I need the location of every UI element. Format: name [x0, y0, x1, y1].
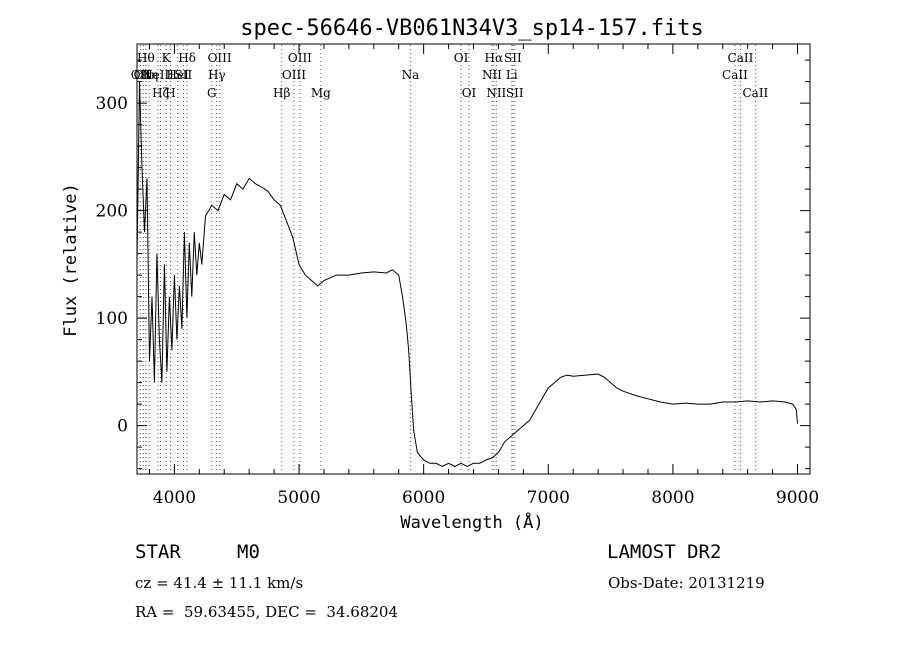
line-label-21-0: NII: [482, 68, 502, 82]
line-label-4-0: NeIII: [142, 68, 174, 82]
line-label-27-0: CaII: [722, 68, 748, 82]
line-label-5-0: Hζ: [152, 86, 169, 100]
x-axis: 4000 5000 6000 7000 8000 9000: [148, 44, 819, 508]
line-label-22-0: Hα: [485, 51, 504, 65]
coordinates: RA = 59.63455, DEC = 34.68204: [135, 603, 399, 621]
line-label-12-0: Hγ: [208, 68, 226, 82]
x-tick-label-4000: 4000: [153, 488, 196, 508]
x-tick-label-8000: 8000: [651, 488, 694, 508]
spectrum-series-line: [136, 81, 798, 468]
line-label-14-0: Hβ: [273, 86, 290, 100]
line-label-25-0: SII: [504, 51, 522, 65]
emission-line-labels: OIIOIIHθHηNeIIIHζKHHeISIIHδGHγOIIIHβOIII…: [131, 51, 769, 100]
line-label-2-0: Hθ: [137, 51, 155, 65]
line-label-6-0: K: [162, 51, 172, 65]
y-axis-label: Flux (relative): [61, 183, 81, 337]
x-tick-label-9000: 9000: [776, 488, 819, 508]
survey-name: LAMOST DR2: [607, 541, 722, 563]
line-label-3-0: Hη: [140, 68, 158, 82]
line-label-17-0: Mg: [311, 86, 331, 100]
line-label-24-0: Li: [506, 68, 518, 82]
line-label-13-0: OIII: [208, 51, 232, 65]
line-label-18-0: Na: [402, 68, 420, 82]
line-label-7-0: H: [165, 86, 175, 100]
line-label-29-0: CaII: [742, 86, 768, 100]
x-tick-label-6000: 6000: [402, 488, 445, 508]
y-tick-label-0: 0: [117, 417, 128, 437]
object-class: STAR: [135, 541, 181, 563]
spectral-subclass: M0: [237, 541, 260, 563]
spectrum-plot: spec-56646-VB061N34V3_sp14-157.fits OII O…: [61, 16, 819, 533]
x-tick-label-5000: 5000: [277, 488, 320, 508]
line-label-20-0: OI: [462, 86, 477, 100]
line-label-19-0: OI: [454, 51, 469, 65]
line-label-8-0: HeI: [166, 68, 189, 82]
line-label-1-0: OII: [134, 68, 154, 82]
line-label-16-0: OIII: [288, 51, 312, 65]
x-axis-label: Wavelength (Å): [400, 511, 543, 533]
y-tick-label-300: 300: [96, 94, 128, 114]
y-axis: 0 100 200 300: [96, 59, 810, 470]
line-label-23-0: NII: [486, 86, 506, 100]
chart-title: spec-56646-VB061N34V3_sp14-157.fits: [240, 16, 704, 41]
line-label-9-0: SII: [175, 68, 193, 82]
y-tick-label-200: 200: [96, 202, 128, 222]
line-label-11-0: G: [207, 86, 217, 100]
line-label-15-0: OIII: [282, 68, 306, 82]
plot-frame: [136, 43, 811, 475]
redshift-cz: cz = 41.4 ± 11.1 km/s: [135, 574, 304, 592]
observation-date: Obs-Date: 20131219: [608, 574, 765, 592]
line-label-0-0: OII: [131, 68, 151, 82]
x-tick-label-7000: 7000: [527, 488, 570, 508]
emission-line-markers: [139, 45, 756, 473]
line-label-10-0: Hδ: [178, 51, 196, 65]
line-label-26-0: SII: [506, 86, 524, 100]
line-label-28-0: CaII: [728, 51, 754, 65]
y-tick-label-100: 100: [96, 309, 128, 329]
